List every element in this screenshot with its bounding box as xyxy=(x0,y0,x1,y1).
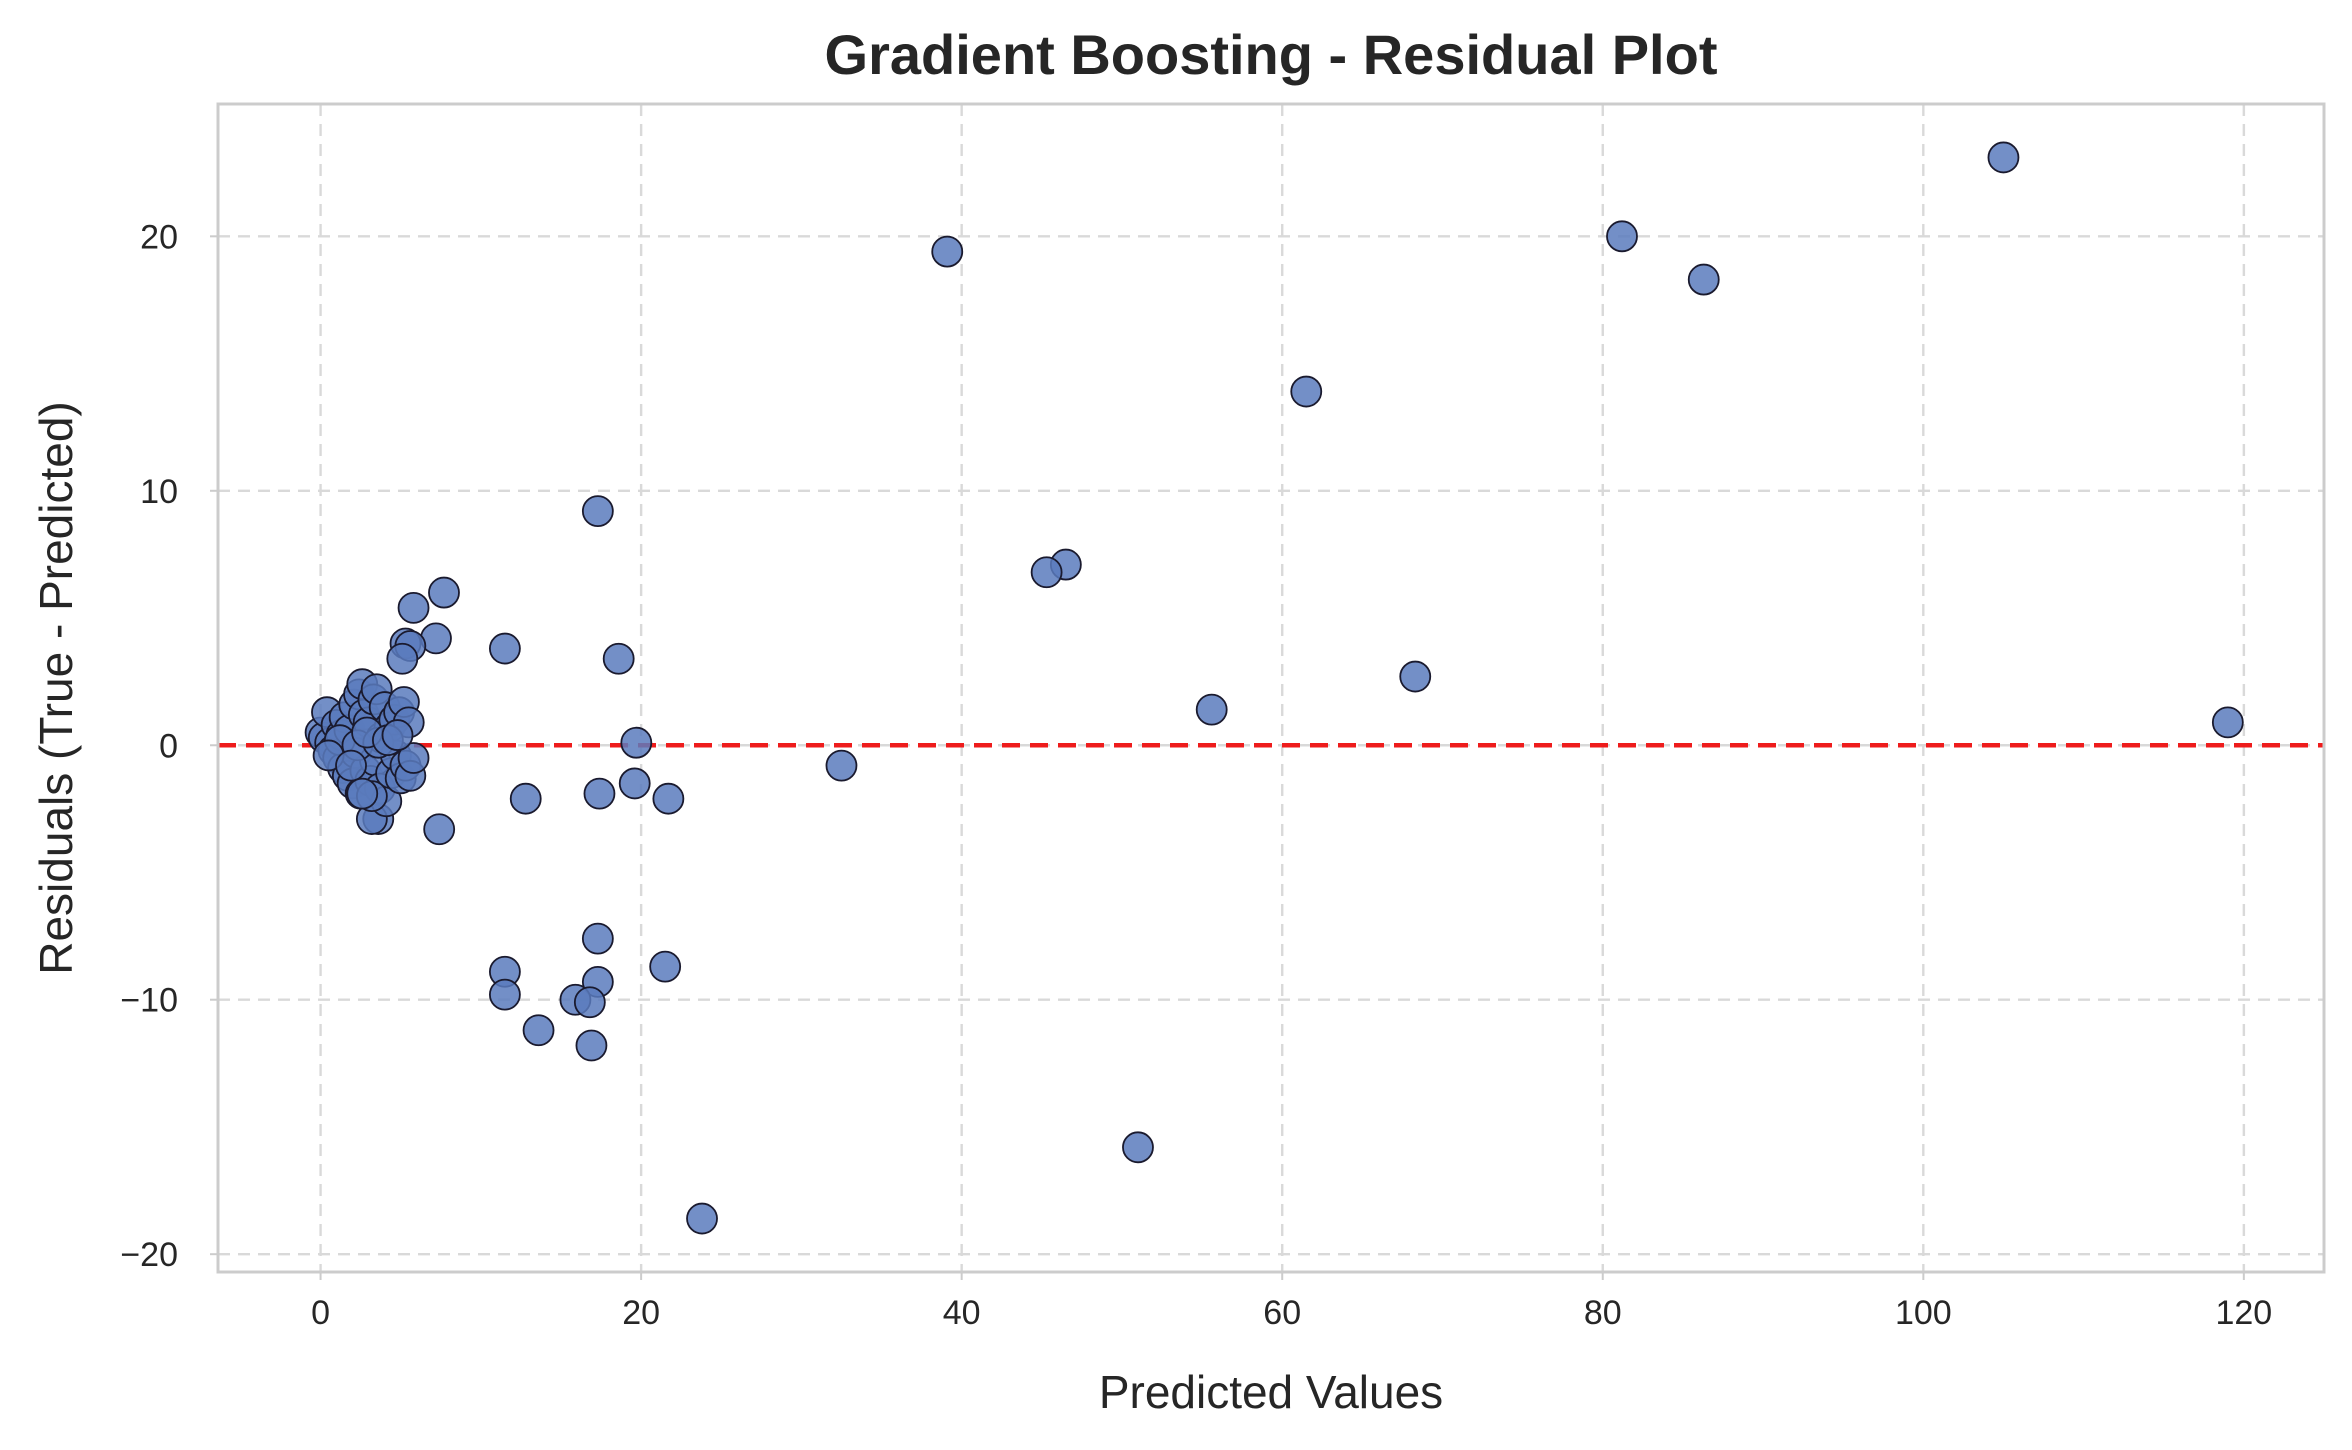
scatter-point xyxy=(381,719,414,751)
scatter-point xyxy=(346,777,379,810)
scatter-point xyxy=(397,591,430,624)
scatter-point xyxy=(2211,706,2244,739)
x-tick-label: 0 xyxy=(311,1294,330,1332)
scatter-point xyxy=(583,777,616,810)
x-tick-label: 120 xyxy=(2215,1294,2272,1332)
scatter-point xyxy=(649,950,682,983)
scatter-point xyxy=(509,782,542,815)
x-tick-label: 20 xyxy=(622,1294,660,1332)
scatter-point xyxy=(1687,263,1720,296)
x-tick-label: 100 xyxy=(1895,1294,1952,1332)
scatter-point xyxy=(573,986,606,1019)
y-tick-label: 20 xyxy=(140,218,178,256)
plot-frame xyxy=(216,102,2326,1274)
scatter-point xyxy=(575,1029,608,1062)
tick-labels: 0 20 40 60 80 100 120 −20 −10 0 10 20 xyxy=(120,218,2272,1332)
scatter-point xyxy=(1122,1131,1154,1164)
scatter-point xyxy=(423,813,456,846)
scatter-point xyxy=(620,726,653,759)
scatter-point xyxy=(825,749,858,782)
scatter-point xyxy=(1030,556,1063,589)
scatter-point xyxy=(581,922,614,955)
data-points xyxy=(304,141,2244,1235)
scatter-point xyxy=(397,742,430,774)
scatter-point xyxy=(1290,375,1323,408)
scatter-point xyxy=(652,782,685,815)
scatter-point xyxy=(488,632,521,665)
scatter-point xyxy=(618,767,651,800)
y-tick-label: 0 xyxy=(159,727,178,765)
x-tick-label: 40 xyxy=(943,1294,981,1332)
scatter-point xyxy=(931,235,964,268)
x-tick-label: 80 xyxy=(1584,1294,1622,1332)
scatter-point xyxy=(335,749,367,782)
scatter-point xyxy=(581,495,614,528)
scatter-point xyxy=(386,642,419,675)
y-axis-label: Residuals (True - Predicted) xyxy=(30,401,82,975)
x-tick-label: 60 xyxy=(1263,1294,1301,1332)
scatter-point xyxy=(488,978,521,1011)
chart-title: Gradient Boosting - Residual Plot xyxy=(825,23,1718,86)
scatter-point xyxy=(1987,141,2020,174)
scatter-point xyxy=(428,576,460,609)
scatter-point xyxy=(686,1202,718,1235)
y-tick-label: −10 xyxy=(120,982,178,1020)
y-tick-label: 10 xyxy=(140,473,178,511)
y-tick-label: −20 xyxy=(120,1236,178,1274)
scatter-point xyxy=(602,642,635,675)
scatter-point xyxy=(522,1014,555,1047)
scatter-point xyxy=(1195,693,1228,726)
scatter-point xyxy=(1399,660,1432,693)
x-axis-label: Predicted Values xyxy=(1099,1366,1443,1418)
scatter-point xyxy=(1606,220,1638,253)
